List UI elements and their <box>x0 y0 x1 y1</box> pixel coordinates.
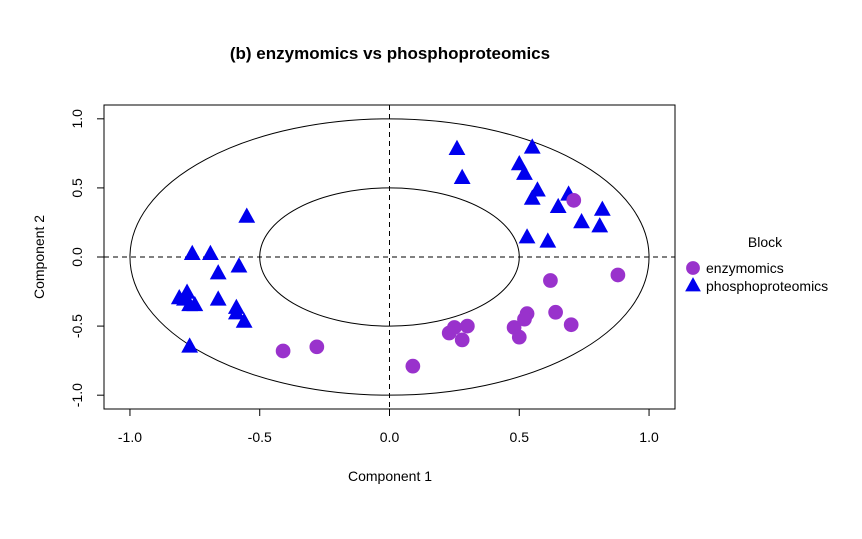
x-axis-label: Component 1 <box>348 468 432 484</box>
phosphoproteomics-point <box>518 228 536 244</box>
legend-marker-phosphoproteomics <box>685 277 701 292</box>
enzymomics-point <box>610 267 626 283</box>
phosphoproteomics-point <box>510 154 528 171</box>
enzymomics-point <box>460 318 475 334</box>
y-axis: -1.0 -0.5 0.0 0.5 1.0 <box>69 109 105 407</box>
y-tick-label: 1.0 <box>69 109 85 129</box>
legend-marker-enzymomics <box>686 261 700 275</box>
phosphoproteomics-point <box>591 217 609 233</box>
legend-label-enzymomics: enzymomics <box>706 260 784 276</box>
phosphoproteomics-point <box>549 197 567 214</box>
phosphoproteomics-point <box>230 257 248 273</box>
y-tick-label: -1.0 <box>69 383 85 407</box>
legend-title: Block <box>748 234 783 250</box>
phosphoproteomics-point <box>181 337 199 353</box>
x-tick-label: -0.5 <box>248 429 272 445</box>
series-enzymomics <box>275 192 626 374</box>
enzymomics-point <box>309 339 325 355</box>
phosphoproteomics-point <box>523 138 541 154</box>
enzymomics-point <box>543 273 558 288</box>
phosphoproteomics-point <box>235 312 253 328</box>
legend-label-phosphoproteomics: phosphoproteomics <box>706 278 828 294</box>
enzymomics-point <box>548 304 563 320</box>
phosphoproteomics-point <box>523 189 541 205</box>
phosphoproteomics-point <box>453 168 471 185</box>
phosphoproteomics-point <box>516 164 533 180</box>
plot-area <box>103 104 676 410</box>
enzymomics-point <box>275 343 291 359</box>
phosphoproteomics-point <box>209 264 227 280</box>
y-tick-label: -0.5 <box>69 314 85 338</box>
x-tick-label: 1.0 <box>639 429 659 445</box>
phosphoproteomics-point <box>170 289 188 305</box>
enzymomics-point <box>517 311 532 327</box>
x-axis: -1.0 -0.5 0.0 0.5 1.0 <box>118 408 659 445</box>
phosphoproteomics-point <box>573 213 590 229</box>
y-tick-label: 0.0 <box>69 247 85 267</box>
enzymomics-point <box>511 329 527 345</box>
legend-items: enzymomics phosphoproteomics <box>685 260 828 294</box>
enzymomics-point <box>566 192 582 208</box>
enzymomics-point <box>454 332 470 348</box>
x-tick-label: -1.0 <box>118 429 142 445</box>
phosphoproteomics-point <box>209 290 227 306</box>
x-tick-label: 0.5 <box>510 429 530 445</box>
series-phosphoproteomics <box>170 138 611 353</box>
phosphoproteomics-point <box>448 139 466 155</box>
phosphoproteomics-point <box>539 232 557 248</box>
phosphoproteomics-point <box>593 200 611 216</box>
enzymomics-point <box>405 358 421 374</box>
enzymomics-point <box>441 325 457 341</box>
enzymomics-point <box>563 317 579 333</box>
chart-title: (b) enzymomics vs phosphoproteomics <box>230 44 550 63</box>
legend: Block enzymomics phosphoproteomics <box>685 234 828 294</box>
y-tick-label: 0.5 <box>69 178 85 198</box>
phosphoproteomics-point <box>238 207 256 223</box>
phosphoproteomics-point <box>202 244 219 261</box>
phosphoproteomics-point <box>183 244 201 261</box>
x-tick-label: 0.0 <box>380 429 400 445</box>
phosphoproteomics-point <box>227 304 245 320</box>
y-axis-label: Component 2 <box>31 215 47 299</box>
phosphoproteomics-point <box>186 295 204 312</box>
